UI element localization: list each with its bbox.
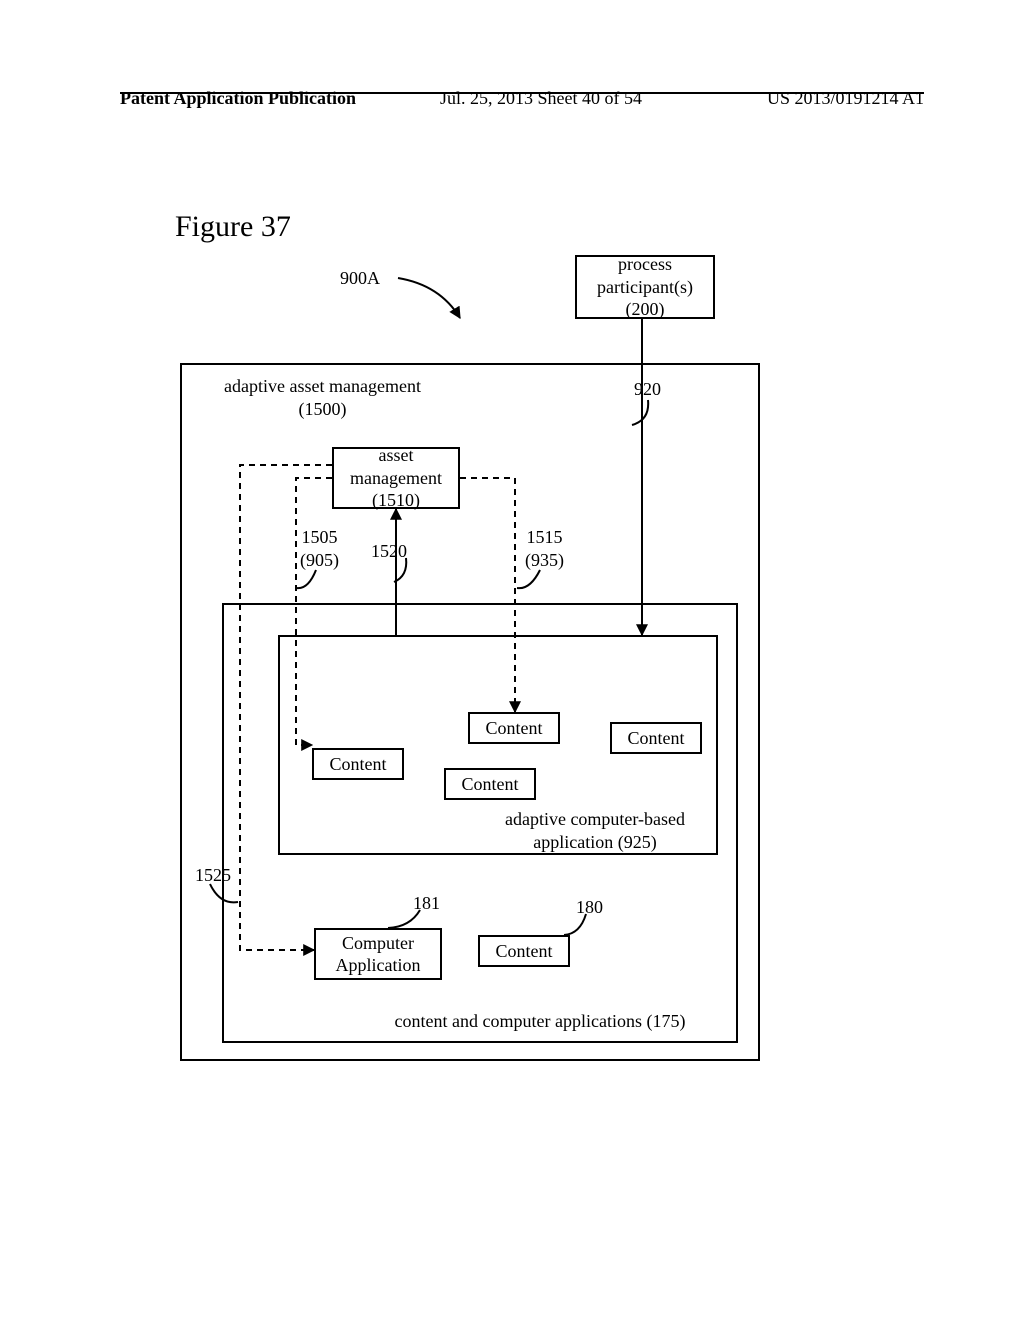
content-box-2: Content (610, 722, 702, 754)
content-box-bottom: Content (478, 935, 570, 967)
computer-application-box: ComputerApplication (314, 928, 442, 980)
ref-1520: 1520 (371, 540, 407, 563)
process-participants-box: processparticipant(s)(200) (575, 255, 715, 319)
diagram-canvas: Figure 37 900A processparticipant(s)(200… (0, 0, 1024, 1320)
content-apps-label: content and computer applications (175) (350, 1010, 730, 1033)
ref-181: 181 (413, 892, 440, 915)
figure-title: Figure 37 (175, 210, 291, 244)
ref-920: 920 (634, 378, 661, 401)
ref-900a: 900A (340, 267, 380, 290)
content-box-1: Content (468, 712, 560, 744)
ref-1505-905: 1505(905) (300, 526, 339, 571)
ref-1515-935: 1515(935) (525, 526, 564, 571)
ref-180: 180 (576, 896, 603, 919)
content-box-4: Content (444, 768, 536, 800)
content-box-3: Content (312, 748, 404, 780)
adaptive-asset-mgmt-label: adaptive asset management(1500) (195, 375, 450, 420)
ref-1525: 1525 (195, 864, 231, 887)
asset-management-box: assetmanagement(1510) (332, 447, 460, 509)
adaptive-app-label: adaptive computer-basedapplication (925) (480, 808, 710, 853)
